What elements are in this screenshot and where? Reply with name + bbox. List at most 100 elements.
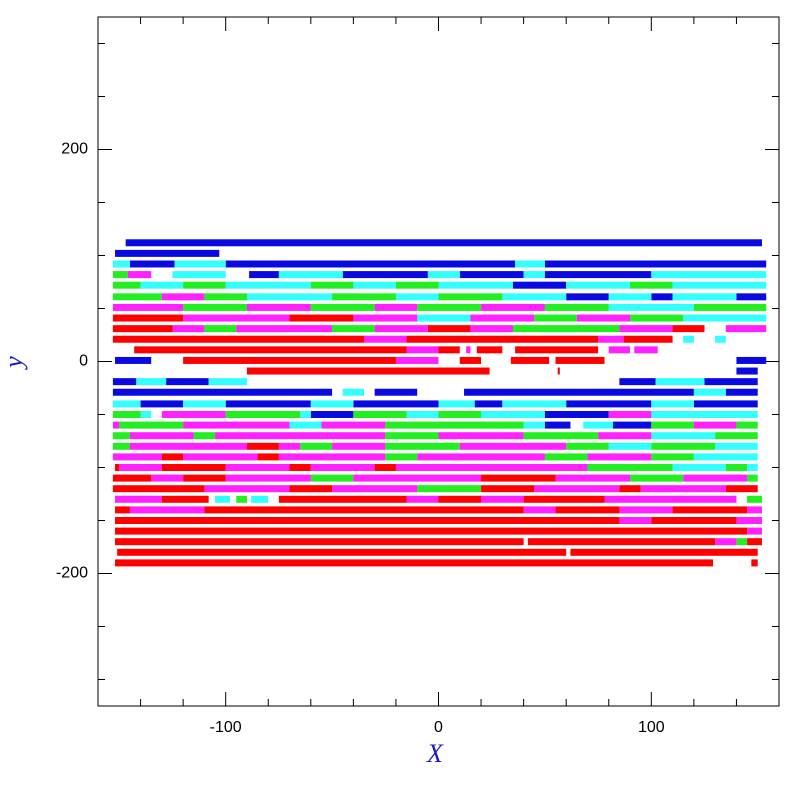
segment bbox=[555, 474, 631, 482]
segment bbox=[604, 495, 737, 503]
segment bbox=[225, 400, 311, 408]
segment bbox=[672, 281, 767, 289]
segment bbox=[353, 474, 482, 482]
segment bbox=[406, 495, 439, 503]
segment bbox=[236, 325, 333, 333]
segment bbox=[112, 303, 184, 311]
segment bbox=[566, 293, 609, 301]
segment bbox=[587, 464, 673, 471]
segment bbox=[683, 335, 694, 343]
segment bbox=[427, 271, 460, 279]
segment bbox=[385, 453, 418, 461]
segment bbox=[470, 325, 513, 333]
segment bbox=[125, 239, 762, 247]
segment bbox=[183, 314, 290, 322]
segment bbox=[751, 559, 758, 567]
segment bbox=[619, 325, 673, 333]
y-tick-label: -200 bbox=[56, 565, 88, 582]
y-tick-label: 200 bbox=[61, 141, 88, 158]
segment bbox=[129, 432, 194, 440]
segment bbox=[544, 303, 609, 311]
segment bbox=[249, 271, 279, 279]
segment bbox=[715, 335, 726, 343]
segment bbox=[672, 464, 726, 471]
segment bbox=[464, 388, 694, 396]
segment bbox=[115, 538, 524, 546]
segment bbox=[747, 527, 762, 535]
segment bbox=[115, 249, 220, 257]
segment bbox=[395, 293, 439, 301]
segment bbox=[140, 281, 184, 289]
segment bbox=[438, 432, 524, 440]
segment bbox=[515, 346, 599, 354]
segment bbox=[215, 495, 230, 503]
segment bbox=[112, 378, 137, 386]
segment bbox=[183, 356, 396, 364]
x-tick-label: 100 bbox=[638, 719, 665, 736]
segment bbox=[161, 464, 226, 471]
segment bbox=[119, 464, 162, 471]
segment bbox=[651, 400, 694, 408]
segment bbox=[310, 464, 375, 471]
x-axis-label: X bbox=[426, 739, 444, 768]
segment bbox=[655, 378, 705, 386]
segment bbox=[166, 378, 209, 386]
segment bbox=[310, 281, 354, 289]
segment bbox=[161, 411, 226, 418]
segment bbox=[183, 303, 247, 311]
segment bbox=[300, 442, 333, 450]
segment bbox=[300, 411, 311, 418]
y-tick-label: 0 bbox=[79, 353, 88, 370]
segment bbox=[747, 464, 758, 471]
segment bbox=[512, 325, 620, 333]
segment bbox=[544, 411, 609, 418]
segment bbox=[112, 400, 141, 408]
segment bbox=[183, 421, 290, 429]
segment bbox=[183, 400, 226, 408]
segment bbox=[672, 325, 705, 333]
segment bbox=[251, 495, 269, 503]
segment bbox=[112, 260, 130, 268]
segment bbox=[310, 303, 375, 311]
segment bbox=[693, 388, 726, 396]
segment bbox=[374, 325, 428, 333]
segment bbox=[117, 548, 567, 556]
segment bbox=[204, 485, 290, 493]
segment bbox=[651, 432, 716, 440]
segment bbox=[725, 485, 758, 493]
segment bbox=[523, 432, 599, 440]
segment bbox=[736, 367, 758, 375]
segment bbox=[246, 367, 490, 375]
segment bbox=[570, 548, 758, 556]
segment bbox=[374, 464, 396, 471]
segment bbox=[459, 356, 482, 364]
segment bbox=[115, 495, 162, 503]
segment bbox=[353, 314, 418, 322]
segment bbox=[747, 495, 762, 503]
segment bbox=[353, 411, 407, 418]
segment bbox=[619, 378, 656, 386]
segment bbox=[395, 281, 439, 289]
segment bbox=[332, 325, 375, 333]
segment bbox=[406, 335, 599, 343]
segment bbox=[427, 325, 471, 333]
segment bbox=[406, 411, 439, 418]
segment bbox=[257, 453, 279, 461]
segment bbox=[736, 293, 767, 301]
segment bbox=[112, 474, 152, 482]
segment bbox=[161, 293, 205, 301]
segment bbox=[693, 453, 758, 461]
segment bbox=[510, 356, 550, 364]
segment bbox=[576, 314, 631, 322]
segment bbox=[481, 495, 524, 503]
segment bbox=[417, 303, 482, 311]
segment bbox=[112, 314, 184, 322]
segment bbox=[151, 474, 184, 482]
segment bbox=[619, 517, 652, 524]
segment bbox=[608, 411, 652, 418]
segment bbox=[332, 485, 418, 493]
segment bbox=[747, 538, 762, 546]
segment bbox=[278, 495, 407, 503]
segment bbox=[204, 506, 524, 514]
segment bbox=[651, 421, 694, 429]
